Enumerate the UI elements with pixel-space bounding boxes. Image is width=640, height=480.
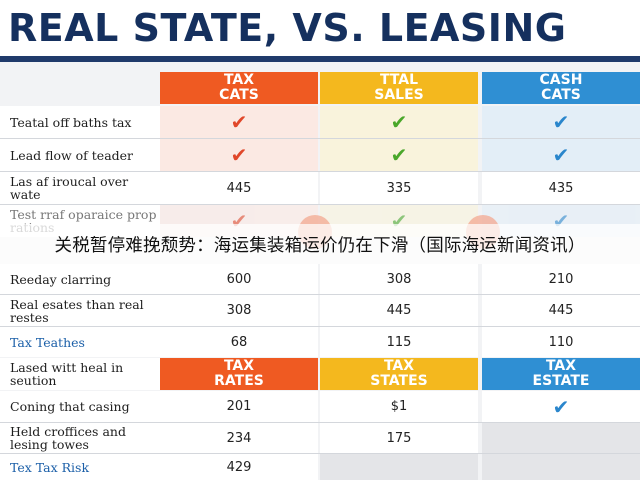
table-cell: ✔ — [160, 106, 318, 138]
header-line2: STATES — [370, 373, 428, 389]
table-cell: 445 — [160, 172, 318, 204]
table-row: Real esates than real restes 308 445 445 — [0, 295, 640, 326]
table-cell: 210 — [482, 264, 640, 294]
table-row: Lead flow of teader ✔ ✔ ✔ — [0, 139, 640, 171]
header-line2: CATS — [541, 87, 581, 103]
page-title: REAL STATE, VS. LEASING — [8, 6, 567, 50]
row-label: Reeday clarring — [0, 264, 160, 294]
row-divider — [0, 453, 640, 454]
header-line1: CASH — [539, 72, 583, 88]
table-cell: ✔ — [320, 139, 478, 171]
header-empty-cell — [0, 72, 160, 104]
row-label: Real esates than real restes — [0, 295, 160, 326]
table-cell: 600 — [160, 264, 318, 294]
check-icon: ✔ — [230, 143, 248, 167]
check-icon: ✔ — [552, 143, 570, 167]
table-cell: ✔ — [482, 139, 640, 171]
row-label: Lead flow of teader — [0, 139, 160, 171]
row-divider — [0, 422, 640, 423]
table-cell: 201 — [160, 391, 318, 422]
row-divider — [0, 138, 640, 139]
table-cell: ✔ — [160, 139, 318, 171]
row-divider — [0, 204, 640, 205]
header-row-2: Lased witt heal in seution TAX RATES TAX… — [0, 358, 640, 390]
row-label: Lased witt heal in seution — [0, 358, 160, 390]
table-row: Held croffices and lesing towes 234 175 — [0, 423, 640, 453]
check-icon: ✔ — [552, 110, 570, 134]
row-divider — [0, 294, 640, 295]
news-caption: 关税暂停难挽颓势：海运集装箱运价仍在下滑（国际海运新闻资讯） — [0, 224, 640, 264]
table-row: Tex Tax Risk 429 — [0, 454, 640, 480]
row-label: Teatal off baths tax — [0, 106, 160, 138]
check-icon: ✔ — [552, 394, 570, 419]
table-cell — [482, 423, 640, 453]
table-cell: 445 — [320, 295, 478, 326]
row-label: Coning that casing — [0, 391, 160, 422]
header-line1: TAX — [383, 358, 415, 374]
table-row: Coning that casing 201 $1 ✔ — [0, 391, 640, 422]
table-cell: ✔ — [320, 106, 478, 138]
table-row: Reeday clarring 600 308 210 — [0, 264, 640, 294]
table-cell: 429 — [160, 454, 318, 480]
table-row: Tax Teathes 68 115 110 — [0, 327, 640, 357]
table-cell: $1 — [320, 391, 478, 422]
header-line1: TAX — [223, 72, 255, 88]
header-line2: CATS — [219, 87, 259, 103]
header-ttal-sales: TTAL SALES — [320, 72, 478, 104]
row-divider — [0, 171, 640, 172]
row-label: Tex Tax Risk — [0, 454, 160, 480]
header-row: TAX CATS TTAL SALES CASH CATS — [0, 72, 640, 104]
table-cell: 445 — [482, 295, 640, 326]
comparison-table: TAX CATS TTAL SALES CASH CATS Teatal off… — [0, 72, 640, 480]
check-icon: ✔ — [390, 143, 408, 167]
header-line1: TAX — [545, 358, 577, 374]
row-label: Tax Teathes — [0, 327, 160, 357]
header-line2: ESTATE — [532, 373, 590, 389]
table-cell: 234 — [160, 423, 318, 453]
table-cell: ✔ — [482, 391, 640, 422]
header-line2: RATES — [214, 373, 264, 389]
check-icon: ✔ — [230, 110, 248, 134]
table-cell: 335 — [320, 172, 478, 204]
header-tax-estate: TAX ESTATE — [482, 358, 640, 390]
header-tax-rates: TAX RATES — [160, 358, 318, 390]
header-line1: TAX — [223, 358, 255, 374]
table-row: Teatal off baths tax ✔ ✔ ✔ — [0, 106, 640, 138]
table-cell: 308 — [160, 295, 318, 326]
table-cell: 308 — [320, 264, 478, 294]
table-cell: ✔ — [482, 106, 640, 138]
table-cell: 110 — [482, 327, 640, 357]
header-line2: SALES — [374, 87, 424, 103]
row-label: Held croffices and lesing towes — [0, 423, 160, 453]
header-line1: TTAL — [379, 72, 419, 88]
title-underline — [0, 56, 640, 62]
table-cell — [482, 454, 640, 480]
header-tax-cats: TAX CATS — [160, 72, 318, 104]
row-divider — [0, 326, 640, 327]
table-cell: 68 — [160, 327, 318, 357]
header-cash-cats: CASH CATS — [482, 72, 640, 104]
table-cell: 175 — [320, 423, 478, 453]
table-row: Las af iroucal over wate 445 335 435 — [0, 172, 640, 204]
table-cell: 435 — [482, 172, 640, 204]
table-cell — [320, 454, 478, 480]
row-label: Las af iroucal over wate — [0, 172, 160, 204]
check-icon: ✔ — [390, 110, 408, 134]
title-banner: REAL STATE, VS. LEASING — [0, 0, 640, 62]
header-tax-states: TAX STATES — [320, 358, 478, 390]
table-cell: 115 — [320, 327, 478, 357]
